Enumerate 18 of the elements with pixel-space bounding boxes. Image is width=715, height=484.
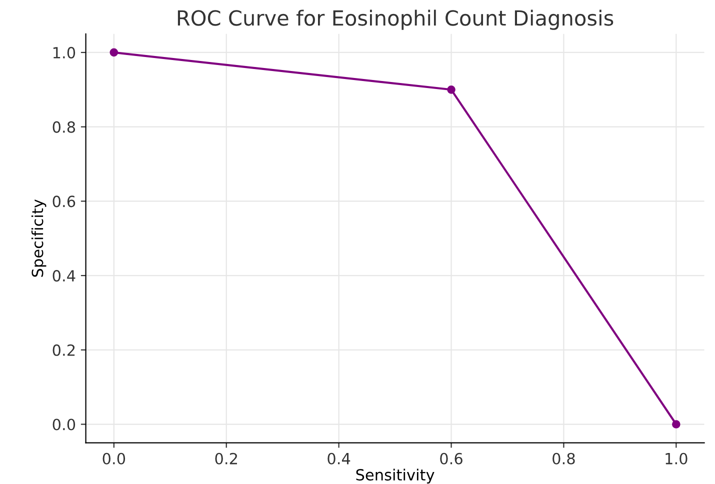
point xyxy=(447,85,456,94)
x-tick-label: 0.0 xyxy=(102,452,126,464)
x-tick-label: 1.0 xyxy=(666,452,688,464)
y-tick-label: 1.0 xyxy=(53,46,76,58)
y-axis-title: Specificity xyxy=(31,199,46,277)
chart-title: ROC Curve for Eosinophil Count Diagnosis xyxy=(178,10,614,30)
x-tick-label: 0.4 xyxy=(328,452,350,464)
point xyxy=(672,420,680,428)
y-tick-label: 0.6 xyxy=(52,196,76,208)
x-tick-label: 0.2 xyxy=(215,452,237,464)
x-tick-label: 0.8 xyxy=(552,452,575,464)
point xyxy=(110,48,118,57)
x-tick-label: 0.6 xyxy=(440,452,462,464)
y-tick-label: 0.0 xyxy=(52,418,76,430)
y-tick-label: 0.2 xyxy=(52,344,75,356)
x-axis-title: Sensitivity xyxy=(356,468,434,484)
y-tick-label: 0.8 xyxy=(52,121,76,133)
y-tick-label: 0.4 xyxy=(52,270,76,282)
